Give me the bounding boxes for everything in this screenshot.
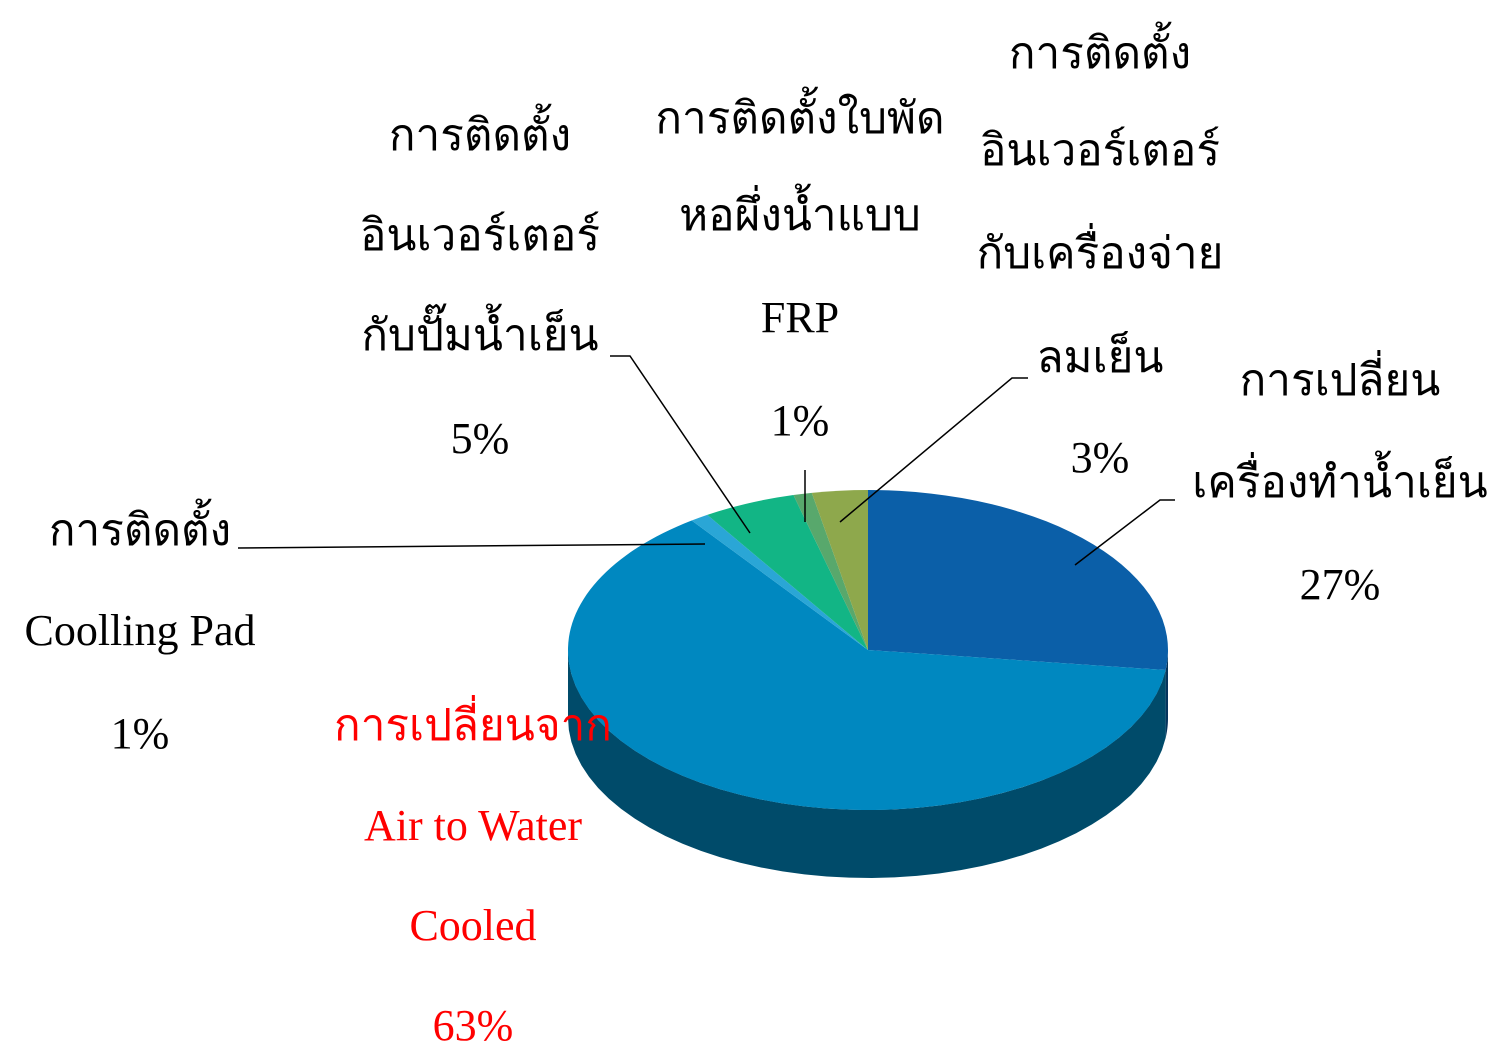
slice [811,490,868,650]
slice [567,520,1166,810]
pie-tops [567,490,1168,810]
slice [868,490,1168,671]
data-label-value: 63% [433,1001,514,1050]
data-label-name: ลมเย็น [1037,331,1164,382]
slice-side [568,650,1166,878]
slice [691,514,868,650]
data-label-name: กับเครื่องจ่าย [977,222,1224,278]
data-label-name: การติดตั้งใบพัด [655,86,944,143]
data-label-name: เครื่องทำน้ำเย็น [1192,450,1487,507]
data-label-value: 1% [771,396,830,445]
leader-line [1074,499,1175,566]
data-label-name: หอผึ่งน้ำแบบ [679,183,921,240]
slice [707,495,868,650]
slice [793,492,868,650]
data-label-name: อินเวอร์เตอร์ [360,211,600,260]
data-label-name: Air to Water [364,801,582,850]
data-label-name: FRP [761,293,839,342]
leader-line [610,355,751,534]
data-label-name: การเปลี่ยนจาก [334,694,612,750]
data-label-value: 27% [1300,560,1381,609]
data-label-name: การติดตั้ง [1009,21,1191,78]
slice-side [1165,650,1168,739]
leader-line [839,377,1028,523]
data-label-value: 3% [1071,433,1130,482]
data-label-name: การติดตั้ง [389,103,571,160]
data-label-name: อินเวอร์เตอร์ [980,126,1220,175]
leader-line [237,543,706,549]
data-label-name: การติดตั้ง [49,498,231,555]
data-label-name: กับปั๊มน้ำเย็น [361,303,598,360]
data-label-value: 1% [111,709,170,758]
pie-sides [568,650,1168,878]
data-label-name: การเปลี่ยน [1240,349,1441,405]
data-label-value: 5% [451,414,510,463]
data-label-name: Coolling Pad [24,606,255,655]
data-label-name: Cooled [409,901,536,950]
